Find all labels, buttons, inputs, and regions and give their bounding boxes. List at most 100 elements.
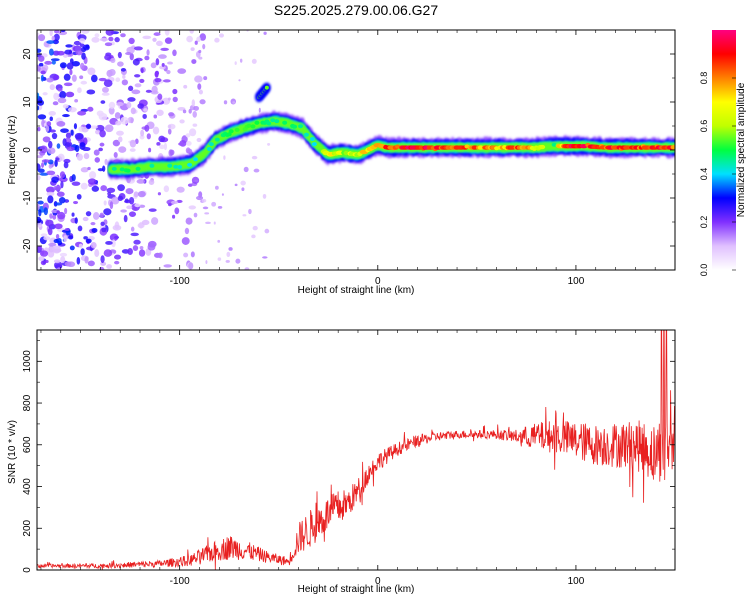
- noise-speck: [120, 209, 127, 213]
- noise-speck: [66, 146, 75, 152]
- spectrogram-ytick-label: -10: [22, 190, 33, 205]
- noise-speck: [116, 130, 124, 136]
- noise-speck: [48, 111, 56, 116]
- noise-speck: [129, 139, 137, 148]
- ridge-core: [672, 144, 675, 149]
- noise-speck: [105, 30, 115, 36]
- noise-speck: [65, 91, 75, 98]
- noise-speck: [37, 126, 41, 132]
- noise-speck: [191, 59, 197, 64]
- ridge-core: [228, 129, 234, 134]
- noise-speck: [174, 207, 180, 215]
- noise-speck: [115, 120, 122, 126]
- noise-speck: [113, 152, 118, 158]
- noise-speck: [219, 33, 224, 38]
- noise-speck: [128, 37, 135, 45]
- noise-speck: [56, 50, 65, 56]
- noise-speck: [235, 258, 241, 264]
- noise-speck: [162, 79, 171, 83]
- noise-speck: [37, 200, 44, 205]
- noise-speck: [251, 58, 257, 64]
- ridge-core: [208, 142, 214, 147]
- ridge-core: [395, 144, 401, 149]
- noise-speck: [53, 92, 59, 101]
- noise-speck: [43, 207, 49, 216]
- noise-speck: [77, 225, 83, 232]
- noise-speck: [132, 58, 140, 66]
- noise-speck: [156, 109, 164, 116]
- noise-speck: [87, 106, 94, 112]
- noise-speck: [262, 193, 267, 199]
- noise-speck: [205, 221, 211, 225]
- noise-speck: [97, 168, 104, 172]
- noise-speck: [164, 30, 170, 36]
- noise-speck: [94, 249, 100, 258]
- noise-speck: [192, 110, 197, 118]
- noise-speck: [188, 108, 192, 114]
- noise-speck: [157, 192, 161, 196]
- noise-speck: [82, 146, 91, 152]
- noise-speck: [191, 99, 196, 107]
- snr-series-line: [37, 330, 675, 570]
- noise-speck: [65, 132, 72, 139]
- noise-speck: [37, 216, 42, 224]
- noise-speck: [46, 121, 52, 127]
- ridge-core: [266, 121, 272, 126]
- noise-speck: [104, 54, 112, 61]
- noise-speck: [211, 201, 217, 207]
- noise-speck: [91, 74, 98, 83]
- noise-speck: [202, 206, 209, 210]
- noise-speck: [49, 30, 53, 37]
- noise-speck: [48, 246, 56, 251]
- noise-speck: [161, 62, 165, 67]
- colorbar-tick-label: 0.4: [699, 168, 709, 181]
- snr-xtick-label: -100: [170, 576, 190, 587]
- noise-speck: [134, 83, 142, 88]
- noise-speck: [76, 193, 82, 200]
- noise-speck: [111, 239, 116, 248]
- spectrogram-ytick-label: -20: [22, 238, 33, 253]
- noise-speck: [48, 242, 57, 247]
- noise-speck: [138, 249, 146, 257]
- noise-speck: [37, 222, 42, 228]
- noise-speck: [57, 211, 66, 220]
- noise-speck: [188, 205, 197, 210]
- noise-speck: [128, 211, 137, 217]
- noise-speck: [38, 209, 42, 217]
- noise-speck: [85, 238, 92, 244]
- noise-speck: [192, 123, 198, 127]
- noise-speck: [217, 257, 222, 261]
- noise-speck: [243, 166, 249, 173]
- noise-speck: [81, 52, 86, 60]
- noise-speck: [155, 58, 160, 66]
- noise-speck: [129, 148, 136, 152]
- noise-speck: [48, 48, 54, 56]
- noise-speck: [190, 47, 195, 51]
- noise-speck: [38, 34, 46, 42]
- ridge-core: [167, 163, 173, 168]
- noise-speck: [57, 88, 63, 92]
- noise-speck: [78, 243, 83, 249]
- noise-speck: [240, 180, 246, 186]
- noise-speck: [63, 161, 69, 169]
- noise-speck: [163, 185, 170, 193]
- noise-speck: [62, 114, 70, 118]
- noise-speck: [198, 89, 203, 95]
- ridge-core: [187, 162, 193, 167]
- spectrogram-ytick-label: 10: [22, 96, 33, 108]
- noise-speck: [217, 205, 223, 209]
- spectrogram-ytick-label: 20: [22, 48, 33, 60]
- noise-speck: [80, 248, 85, 256]
- noise-speck: [40, 233, 48, 237]
- noise-speck: [244, 267, 250, 270]
- noise-speck: [87, 260, 95, 267]
- noise-speck: [128, 196, 135, 205]
- noise-speck: [64, 228, 70, 232]
- ridge-core: [125, 168, 131, 173]
- noise-speck: [59, 91, 67, 99]
- noise-speck: [184, 227, 190, 235]
- noise-speck: [190, 251, 195, 258]
- noise-speck: [62, 138, 67, 147]
- noise-speck: [85, 211, 92, 217]
- ridge-core: [214, 137, 220, 142]
